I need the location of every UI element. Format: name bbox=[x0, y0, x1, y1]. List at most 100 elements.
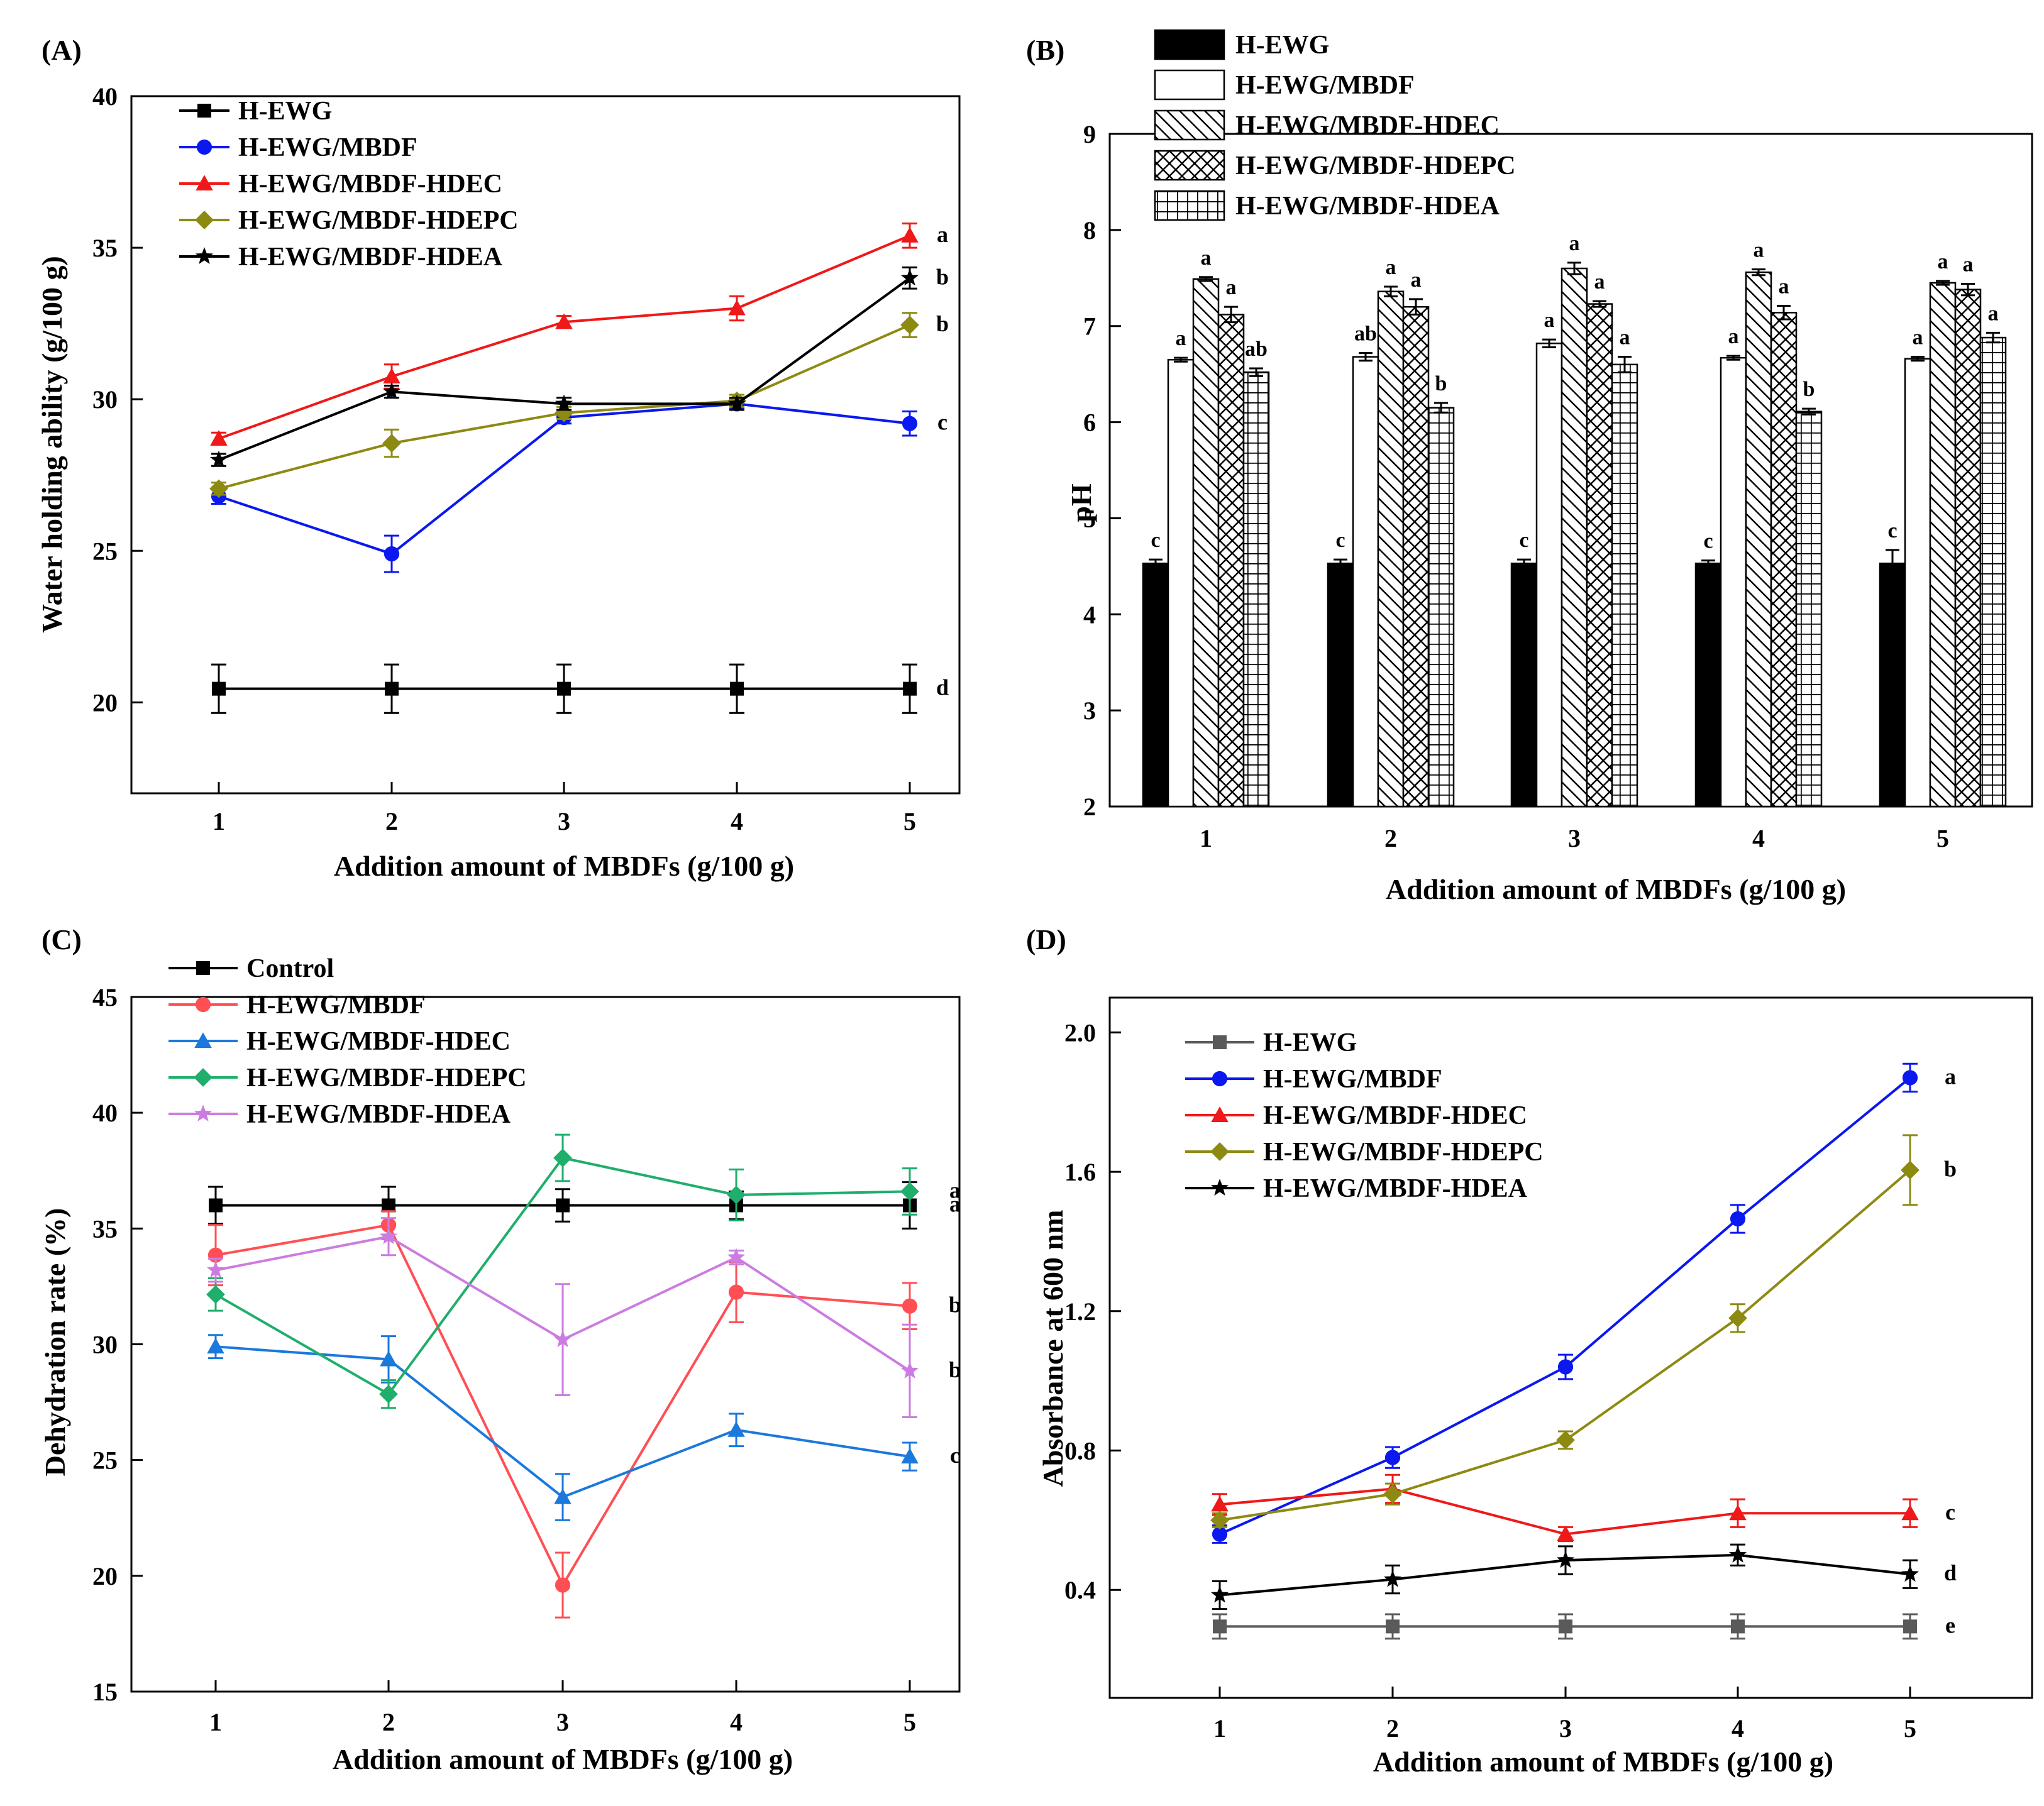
bar bbox=[1770, 312, 1798, 808]
series-H-EWG/MBDF-HDEC: c bbox=[1211, 1473, 1955, 1543]
series-H-EWG/MBDF-HDEA: b bbox=[209, 264, 949, 468]
y-tick-label: 40 bbox=[92, 82, 118, 111]
legend-swatch bbox=[1154, 29, 1225, 60]
y-axis-title: Absorbance at 600 nm bbox=[1037, 1210, 1069, 1487]
data-point bbox=[209, 1198, 223, 1213]
bar bbox=[1167, 358, 1195, 808]
data-point bbox=[209, 450, 228, 468]
series-H-EWG/MBDF-HDEPC: a a a aa bbox=[1217, 253, 1982, 808]
y-tick-label: 40 bbox=[92, 1099, 118, 1127]
bar bbox=[1535, 342, 1563, 808]
bar bbox=[1217, 314, 1245, 808]
significance-letter: b bbox=[1944, 1156, 1957, 1181]
data-point bbox=[379, 1227, 398, 1245]
legend-swatch bbox=[1154, 109, 1225, 141]
legend-marker bbox=[195, 996, 211, 1013]
data-point bbox=[1211, 1495, 1229, 1512]
data-point bbox=[1728, 1545, 1747, 1563]
data-point bbox=[382, 382, 401, 400]
data-point bbox=[902, 1298, 918, 1314]
x-tick-label: 3 bbox=[556, 1708, 569, 1736]
data-point bbox=[554, 1488, 572, 1504]
bar bbox=[1427, 407, 1455, 808]
legend-marker bbox=[194, 1032, 212, 1048]
x-tick-label: 5 bbox=[903, 1708, 916, 1736]
plot-frame bbox=[130, 95, 961, 795]
x-axis-title: Addition amount of MBDFs (g/100 g) bbox=[334, 850, 794, 882]
panel-label: (D) bbox=[1026, 923, 1066, 955]
panel-3: 0.4 0.8 1.2 1.6 2.0 1 2 3 4 5 (D) Addition amount o… bbox=[1026, 923, 2033, 1778]
y-tick-label: 35 bbox=[92, 234, 118, 262]
series-H-EWG/MBDF: b bbox=[207, 1210, 961, 1619]
y-tick-label: 20 bbox=[92, 1562, 118, 1590]
data-point bbox=[555, 313, 573, 329]
series-H-EWG: e bbox=[1212, 1612, 1955, 1640]
data-point bbox=[207, 1338, 224, 1354]
significance-letter: b bbox=[936, 311, 949, 336]
data-point bbox=[900, 1362, 919, 1379]
series-H-EWG/MBDF-HDEA: d bbox=[1210, 1543, 1957, 1611]
x-tick-label: 5 bbox=[1904, 1714, 1916, 1743]
series-H-EWG/MBDF-HDEC: a aa a a bbox=[1192, 232, 1957, 808]
data-point bbox=[555, 404, 573, 422]
x-tick-label: 2 bbox=[1384, 824, 1397, 852]
y-tick-label: 9 bbox=[1083, 120, 1096, 148]
data-point bbox=[1901, 1504, 1919, 1521]
legend-label: H-EWG/MBDF-HDEC bbox=[246, 1027, 511, 1056]
data-point bbox=[1557, 1359, 1574, 1375]
legend-label: H-EWG/MBDF-HDEPC bbox=[1235, 151, 1516, 180]
legend-marker bbox=[196, 961, 210, 975]
bar bbox=[1377, 290, 1405, 808]
significance-letter: a bbox=[1569, 232, 1580, 255]
legend-marker bbox=[1212, 1071, 1228, 1087]
significance-letter: c bbox=[1151, 529, 1160, 552]
data-point bbox=[1383, 1484, 1402, 1504]
data-point bbox=[901, 1448, 919, 1464]
x-tick-label: 1 bbox=[213, 807, 225, 835]
significance-letter: b bbox=[1435, 372, 1447, 395]
series-line bbox=[1219, 1169, 1911, 1522]
data-point bbox=[553, 1148, 572, 1167]
legend-marker bbox=[1210, 1179, 1229, 1196]
bar bbox=[1352, 356, 1379, 808]
legend-marker bbox=[195, 211, 214, 229]
bar bbox=[1327, 563, 1354, 808]
significance-letter: b bbox=[1803, 378, 1815, 401]
bar bbox=[1586, 303, 1613, 808]
legend-label: H-EWG bbox=[238, 97, 332, 126]
significance-letter: a bbox=[937, 222, 948, 247]
bar bbox=[1611, 363, 1638, 808]
significance-letter: a bbox=[1963, 253, 1974, 276]
data-point bbox=[727, 394, 746, 412]
significance-letter: ab bbox=[1354, 322, 1377, 346]
legend-label: H-EWG/MBDF-HDEPC bbox=[1263, 1138, 1544, 1167]
data-point bbox=[1730, 1211, 1746, 1227]
y-tick-label: 3 bbox=[1083, 697, 1096, 725]
y-tick-label: 8 bbox=[1083, 216, 1096, 245]
significance-letter: c bbox=[1703, 530, 1713, 553]
x-axis-title: Addition amount of MBDFs (g/100 g) bbox=[1386, 873, 1846, 905]
data-point bbox=[383, 368, 401, 384]
data-point bbox=[1384, 1450, 1401, 1465]
y-tick-label: 25 bbox=[92, 537, 118, 565]
bar bbox=[1402, 306, 1430, 808]
significance-letter: a bbox=[1754, 239, 1764, 262]
x-tick-label: 1 bbox=[1213, 1714, 1226, 1743]
data-point bbox=[1213, 1619, 1227, 1634]
significance-letter: a bbox=[1201, 246, 1212, 270]
y-tick-label: 15 bbox=[92, 1678, 118, 1706]
x-tick-label: 5 bbox=[1936, 824, 1949, 852]
data-point bbox=[1383, 1570, 1402, 1587]
data-point bbox=[384, 546, 400, 562]
bar bbox=[1904, 358, 1931, 808]
data-point bbox=[1210, 1511, 1229, 1530]
bar bbox=[1929, 282, 1957, 808]
plot-frame bbox=[1108, 996, 2033, 1699]
legend-label: H-EWG/MBDF-HDEPC bbox=[238, 206, 519, 235]
significance-letter: c bbox=[937, 410, 947, 435]
legend-marker bbox=[1211, 1106, 1229, 1122]
x-tick-label: 4 bbox=[1752, 824, 1765, 852]
legend-swatch bbox=[1154, 150, 1225, 181]
